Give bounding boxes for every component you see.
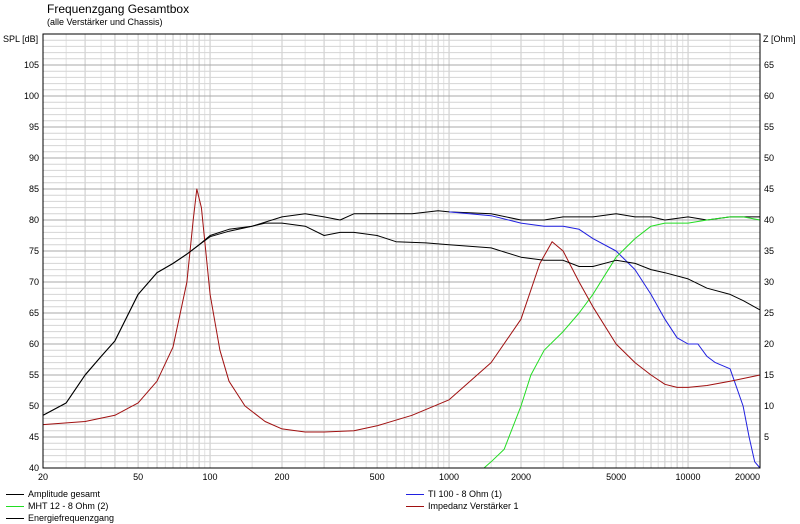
y-tick-label-left: 45 bbox=[29, 432, 39, 442]
legend-label: Amplitude gesamt bbox=[28, 489, 101, 499]
x-tick-label: 20000 bbox=[735, 472, 760, 482]
y-axis-label-right: Z [Ohm] bbox=[763, 34, 796, 44]
y-tick-label-left: 50 bbox=[29, 401, 39, 411]
y-tick-label-left: 70 bbox=[29, 277, 39, 287]
y-tick-label-left: 100 bbox=[24, 91, 39, 101]
y-tick-label-right: 20 bbox=[764, 339, 774, 349]
legend-swatch bbox=[406, 505, 424, 507]
legend-swatch bbox=[406, 493, 424, 495]
legend-label: TI 100 - 8 Ohm (1) bbox=[428, 489, 503, 499]
plot-frame bbox=[42, 33, 761, 469]
x-tick-label: 500 bbox=[370, 472, 385, 482]
x-tick-label: 2000 bbox=[511, 472, 531, 482]
legend-swatch bbox=[6, 517, 24, 519]
series-line-2 bbox=[43, 216, 761, 469]
y-tick-label-left: 55 bbox=[29, 370, 39, 380]
y-tick-label-left: 105 bbox=[24, 60, 39, 70]
series-lines bbox=[42, 188, 761, 469]
legend-label: Energiefrequenzgang bbox=[28, 513, 115, 523]
y-tick-label-left: 95 bbox=[29, 122, 39, 132]
x-tick-label: 100 bbox=[203, 472, 218, 482]
series-line-3 bbox=[42, 188, 761, 433]
y-tick-label-right: 55 bbox=[764, 122, 774, 132]
y-tick-label-left: 90 bbox=[29, 153, 39, 163]
y-tick-label-right: 15 bbox=[764, 370, 774, 380]
y-tick-label-right: 5 bbox=[764, 432, 769, 442]
legend-item-impedanz: Impedanz Verstärker 1 bbox=[406, 501, 519, 511]
y-tick-label-right: 50 bbox=[764, 153, 774, 163]
y-tick-label-right: 65 bbox=[764, 60, 774, 70]
x-tick-label: 20 bbox=[38, 472, 48, 482]
chart-title: Frequenzgang Gesamtbox bbox=[47, 2, 190, 16]
legend-label: Impedanz Verstärker 1 bbox=[428, 501, 519, 511]
y-tick-label-right: 25 bbox=[764, 308, 774, 318]
y-tick-label-right: 35 bbox=[764, 246, 774, 256]
series-line-1 bbox=[449, 211, 761, 469]
y-tick-label-left: 40 bbox=[29, 463, 39, 473]
grid bbox=[42, 33, 761, 469]
legend-item-energie: Energiefrequenzgang bbox=[6, 513, 114, 523]
x-tick-label: 200 bbox=[274, 472, 289, 482]
y-tick-label-left: 60 bbox=[29, 339, 39, 349]
chart-subtitle: (alle Verstärker und Chassis) bbox=[47, 17, 163, 27]
y-tick-label-right: 40 bbox=[764, 215, 774, 225]
y-tick-label-right: 30 bbox=[764, 277, 774, 287]
x-tick-label: 5000 bbox=[606, 472, 626, 482]
legend-item-ti100: TI 100 - 8 Ohm (1) bbox=[406, 489, 502, 499]
y-tick-label-left: 75 bbox=[29, 246, 39, 256]
legend-label: MHT 12 - 8 Ohm (2) bbox=[28, 501, 109, 511]
y-axis-label-left: SPL [dB] bbox=[3, 34, 38, 44]
series-line-4 bbox=[42, 222, 761, 416]
legend-item-mht12: MHT 12 - 8 Ohm (2) bbox=[6, 501, 108, 511]
y-tick-label-right: 45 bbox=[764, 184, 774, 194]
y-tick-label-left: 85 bbox=[29, 184, 39, 194]
y-tick-label-right: 60 bbox=[764, 91, 774, 101]
legend-swatch bbox=[6, 505, 24, 507]
tick-labels: 40 45 50 55 60 65 70 75 80 85 90 95 100 105 5 10 15 20 25 3… bbox=[24, 60, 774, 482]
y-tick-label-left: 80 bbox=[29, 215, 39, 225]
x-tick-label: 1000 bbox=[439, 472, 459, 482]
legend-item-amplitude: Amplitude gesamt bbox=[6, 489, 100, 499]
x-tick-label: 10000 bbox=[676, 472, 701, 482]
y-tick-label-left: 65 bbox=[29, 308, 39, 318]
legend-swatch bbox=[6, 493, 24, 495]
y-tick-label-right: 10 bbox=[764, 401, 774, 411]
x-tick-label: 50 bbox=[133, 472, 143, 482]
